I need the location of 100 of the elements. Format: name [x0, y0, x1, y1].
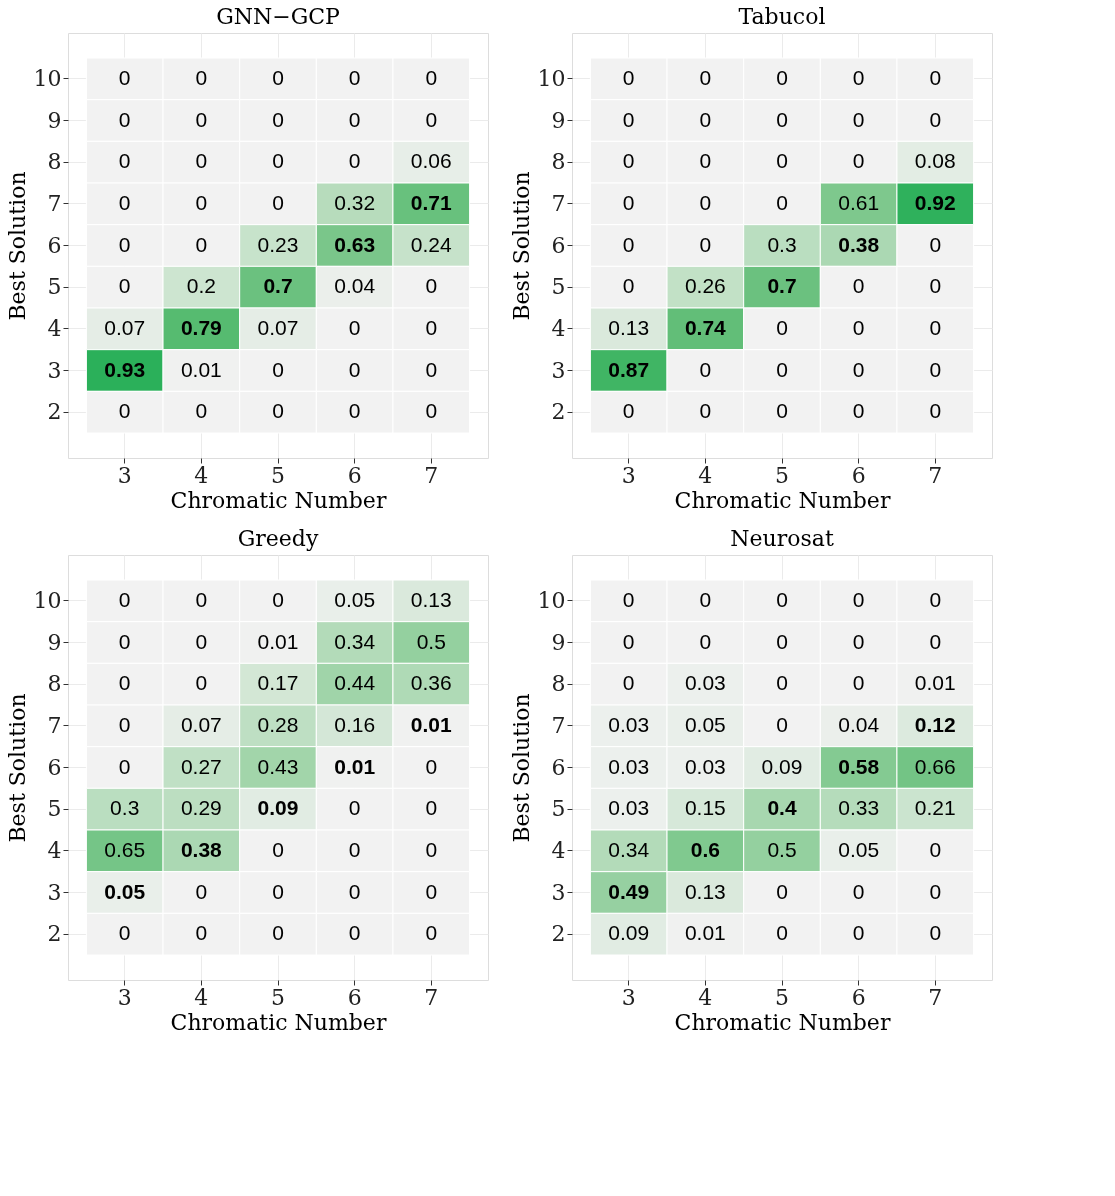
data-label: 0.01	[257, 629, 299, 653]
data-label: 0.66	[914, 754, 956, 778]
data-label: 0.03	[684, 754, 726, 778]
data-label: 0	[195, 399, 208, 423]
y-tick-label: 3	[47, 357, 62, 383]
data-label: 0	[425, 921, 438, 945]
data-label: 0.65	[104, 837, 146, 861]
data-label: 0.2	[186, 274, 216, 298]
data-label: 0	[348, 921, 361, 945]
y-tick-label: 8	[551, 671, 566, 697]
data-label: 0.38	[838, 232, 880, 256]
x-tick-label: 5	[271, 462, 285, 488]
data-label: 0.01	[180, 357, 222, 381]
chart-title: Greedy	[237, 526, 319, 551]
y-tick-label: 7	[47, 712, 62, 738]
data-label: 0	[622, 671, 635, 695]
data-label: 0	[118, 754, 131, 778]
data-label: 0	[929, 921, 942, 945]
y-tick-label: 6	[551, 754, 566, 780]
y-axis-title: Best Solution	[4, 693, 30, 843]
data-label: 0	[348, 65, 361, 89]
y-tick-label: 3	[551, 879, 566, 905]
x-tick-label: 5	[775, 462, 789, 488]
data-label: 0	[929, 65, 942, 89]
data-label: 0	[425, 837, 438, 861]
chart-title: Tabucol	[738, 4, 826, 29]
data-label: 0.3	[110, 796, 140, 820]
data-label: 0	[195, 921, 208, 945]
data-label: 0	[118, 232, 131, 256]
data-label: 0.71	[410, 190, 453, 214]
x-axis-title: Chromatic Number	[170, 487, 387, 513]
data-label: 0	[929, 274, 942, 298]
data-label: 0	[622, 232, 635, 256]
data-label: 0	[195, 107, 208, 131]
data-label: 0	[118, 587, 131, 611]
data-label: 0	[852, 921, 865, 945]
y-tick-label: 7	[551, 190, 566, 216]
data-label: 0	[776, 149, 788, 173]
data-label: 0	[348, 796, 361, 820]
y-tick-label: 9	[47, 629, 62, 655]
data-label: 0	[622, 107, 635, 131]
y-tick-label: 9	[551, 107, 566, 133]
data-label: 0	[348, 107, 361, 131]
data-label: 0.07	[180, 712, 222, 736]
data-label: 0.27	[180, 754, 222, 778]
y-tick-label: 10	[33, 587, 62, 613]
data-label: 0	[852, 629, 865, 653]
data-label: 0	[852, 587, 865, 611]
data-label: 0.09	[608, 921, 650, 945]
data-label: 0.05	[684, 712, 726, 736]
x-tick-label: 3	[621, 462, 636, 488]
data-label: 0.04	[838, 712, 880, 736]
data-label: 0	[776, 629, 788, 653]
data-label: 0.61	[838, 190, 880, 214]
data-label: 0.24	[410, 232, 453, 256]
data-label: 0	[348, 399, 361, 423]
data-label: 0.03	[608, 796, 650, 820]
data-label: 0.05	[104, 879, 146, 903]
data-label: 0.23	[257, 232, 299, 256]
data-label: 0	[425, 357, 438, 381]
data-label: 0	[425, 315, 438, 339]
chart-title: GNN−GCP	[216, 4, 341, 29]
x-tick-label: 4	[194, 462, 209, 488]
data-label: 0	[118, 712, 131, 736]
y-tick-label: 4	[551, 837, 566, 863]
data-label: 0.01	[914, 671, 956, 695]
data-label: 0	[929, 357, 942, 381]
data-label: 0	[425, 754, 438, 778]
x-tick-label: 5	[271, 984, 285, 1010]
data-label: 0	[272, 837, 284, 861]
data-label: 0	[272, 921, 284, 945]
x-tick-label: 3	[117, 984, 132, 1010]
data-label: 0	[699, 629, 712, 653]
x-tick-label: 6	[347, 462, 362, 488]
data-label: 0.21	[914, 796, 956, 820]
data-label: 0	[622, 629, 635, 653]
y-tick-label: 5	[47, 796, 62, 822]
data-label: 0	[348, 357, 361, 381]
data-label: 0.26	[684, 274, 726, 298]
y-tick-label: 7	[551, 712, 566, 738]
y-tick-label: 3	[47, 879, 62, 905]
data-label: 0	[425, 796, 438, 820]
data-label: 0	[776, 315, 788, 339]
data-label: 0.7	[767, 274, 797, 298]
data-label: 0.05	[838, 837, 880, 861]
x-tick-label: 5	[775, 984, 789, 1010]
data-label: 0.63	[334, 232, 376, 256]
data-label: 0	[852, 65, 865, 89]
data-label: 0	[272, 65, 284, 89]
data-label: 0.87	[608, 357, 650, 381]
x-tick-label: 7	[928, 462, 943, 488]
data-label: 0	[272, 879, 284, 903]
y-tick-label: 8	[47, 671, 62, 697]
data-label: 0.09	[761, 754, 803, 778]
y-tick-label: 5	[551, 274, 566, 300]
data-label: 0.05	[334, 587, 376, 611]
data-label: 0.43	[257, 754, 299, 778]
data-label: 0	[622, 65, 635, 89]
data-label: 0.29	[180, 796, 222, 820]
x-tick-label: 7	[928, 984, 943, 1010]
